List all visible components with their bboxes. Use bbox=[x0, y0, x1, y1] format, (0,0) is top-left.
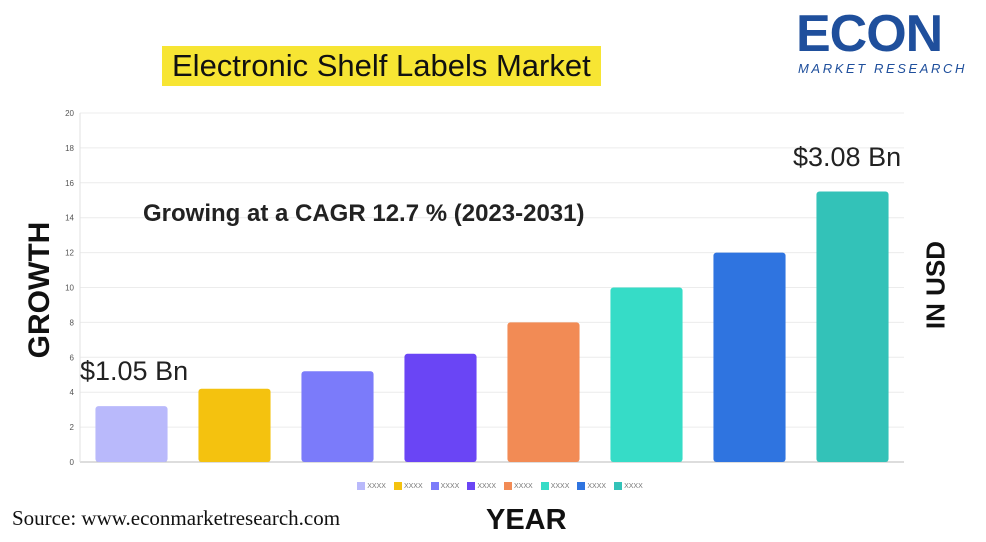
cagr-annotation: Growing at a CAGR 12.7 % (2023-2031) bbox=[143, 200, 585, 227]
legend-item: XXXX bbox=[540, 482, 570, 490]
legend-swatch bbox=[467, 482, 476, 490]
legend-item: XXXX bbox=[577, 482, 606, 490]
legend-label: XXXX bbox=[624, 482, 643, 490]
legend-swatch bbox=[504, 482, 512, 490]
logo-tagline: MARKET RESEARCH bbox=[798, 61, 968, 76]
legend-label: XXXX bbox=[403, 482, 423, 490]
y-tick-label: 4 bbox=[70, 388, 75, 397]
legend-swatch bbox=[614, 482, 623, 490]
logo-wordmark: ECON bbox=[796, 5, 943, 63]
legend-swatch bbox=[430, 482, 439, 490]
legend-label: XXXX bbox=[514, 482, 533, 490]
bar-2 bbox=[198, 388, 271, 462]
legend-item: XXXX bbox=[430, 482, 460, 490]
bar-6 bbox=[610, 287, 683, 462]
x-axis-label: YEAR bbox=[486, 504, 567, 536]
legend-item: XXXX bbox=[393, 482, 423, 490]
bar-1 bbox=[95, 406, 168, 462]
last-value-label: $3.08 Bn bbox=[793, 142, 902, 172]
chart-legend: XXXX XXXX XXXX XXXX XXXX XXXX XXXX XXXX bbox=[330, 482, 670, 490]
legend-label: XXXX bbox=[477, 482, 496, 490]
bar-4 bbox=[404, 353, 477, 462]
y-tick-label: 8 bbox=[70, 318, 75, 327]
first-value-label: $1.05 Bn bbox=[80, 356, 189, 386]
y-tick-label: 20 bbox=[65, 109, 74, 118]
legend-label: XXXX bbox=[367, 482, 386, 490]
legend-swatch bbox=[577, 482, 586, 490]
bar-8 bbox=[816, 191, 889, 462]
y-tick-label: 0 bbox=[70, 458, 75, 467]
y-tick-label: 10 bbox=[65, 284, 74, 293]
y-tick-label: 14 bbox=[65, 214, 74, 223]
legend-item: XXXX bbox=[467, 482, 496, 490]
brand-logo: ECON MARKET RESEARCH bbox=[796, 6, 972, 76]
y-tick-label: 12 bbox=[65, 249, 74, 258]
legend-swatch bbox=[393, 482, 402, 490]
chart-title: Electronic Shelf Labels Market bbox=[162, 46, 601, 86]
chart-bars bbox=[95, 191, 889, 462]
legend-swatch bbox=[357, 482, 366, 490]
legend-swatch bbox=[540, 482, 549, 490]
y-tick-label: 6 bbox=[70, 353, 75, 362]
y-axis-label: GROWTH bbox=[23, 221, 56, 359]
legend-item: XXXX bbox=[614, 482, 643, 490]
y-axis-unit-label: IN USD bbox=[920, 240, 951, 330]
bar-7 bbox=[713, 252, 786, 462]
y-tick-label: 2 bbox=[70, 423, 75, 432]
bar-3 bbox=[301, 371, 374, 462]
legend-label: XXXX bbox=[550, 482, 570, 490]
legend-item: XXXX bbox=[504, 482, 533, 490]
legend-label: XXXX bbox=[440, 482, 460, 490]
bar-5 bbox=[507, 322, 580, 462]
y-tick-label: 18 bbox=[65, 144, 74, 153]
y-axis-ticks: 0 2 4 6 8 10 12 14 16 18 20 bbox=[65, 109, 74, 467]
legend-item: XXXX bbox=[357, 482, 386, 490]
y-tick-label: 16 bbox=[65, 179, 74, 188]
source-note: Source: www.econmarketresearch.com bbox=[12, 506, 341, 530]
legend-label: XXXX bbox=[587, 482, 607, 490]
